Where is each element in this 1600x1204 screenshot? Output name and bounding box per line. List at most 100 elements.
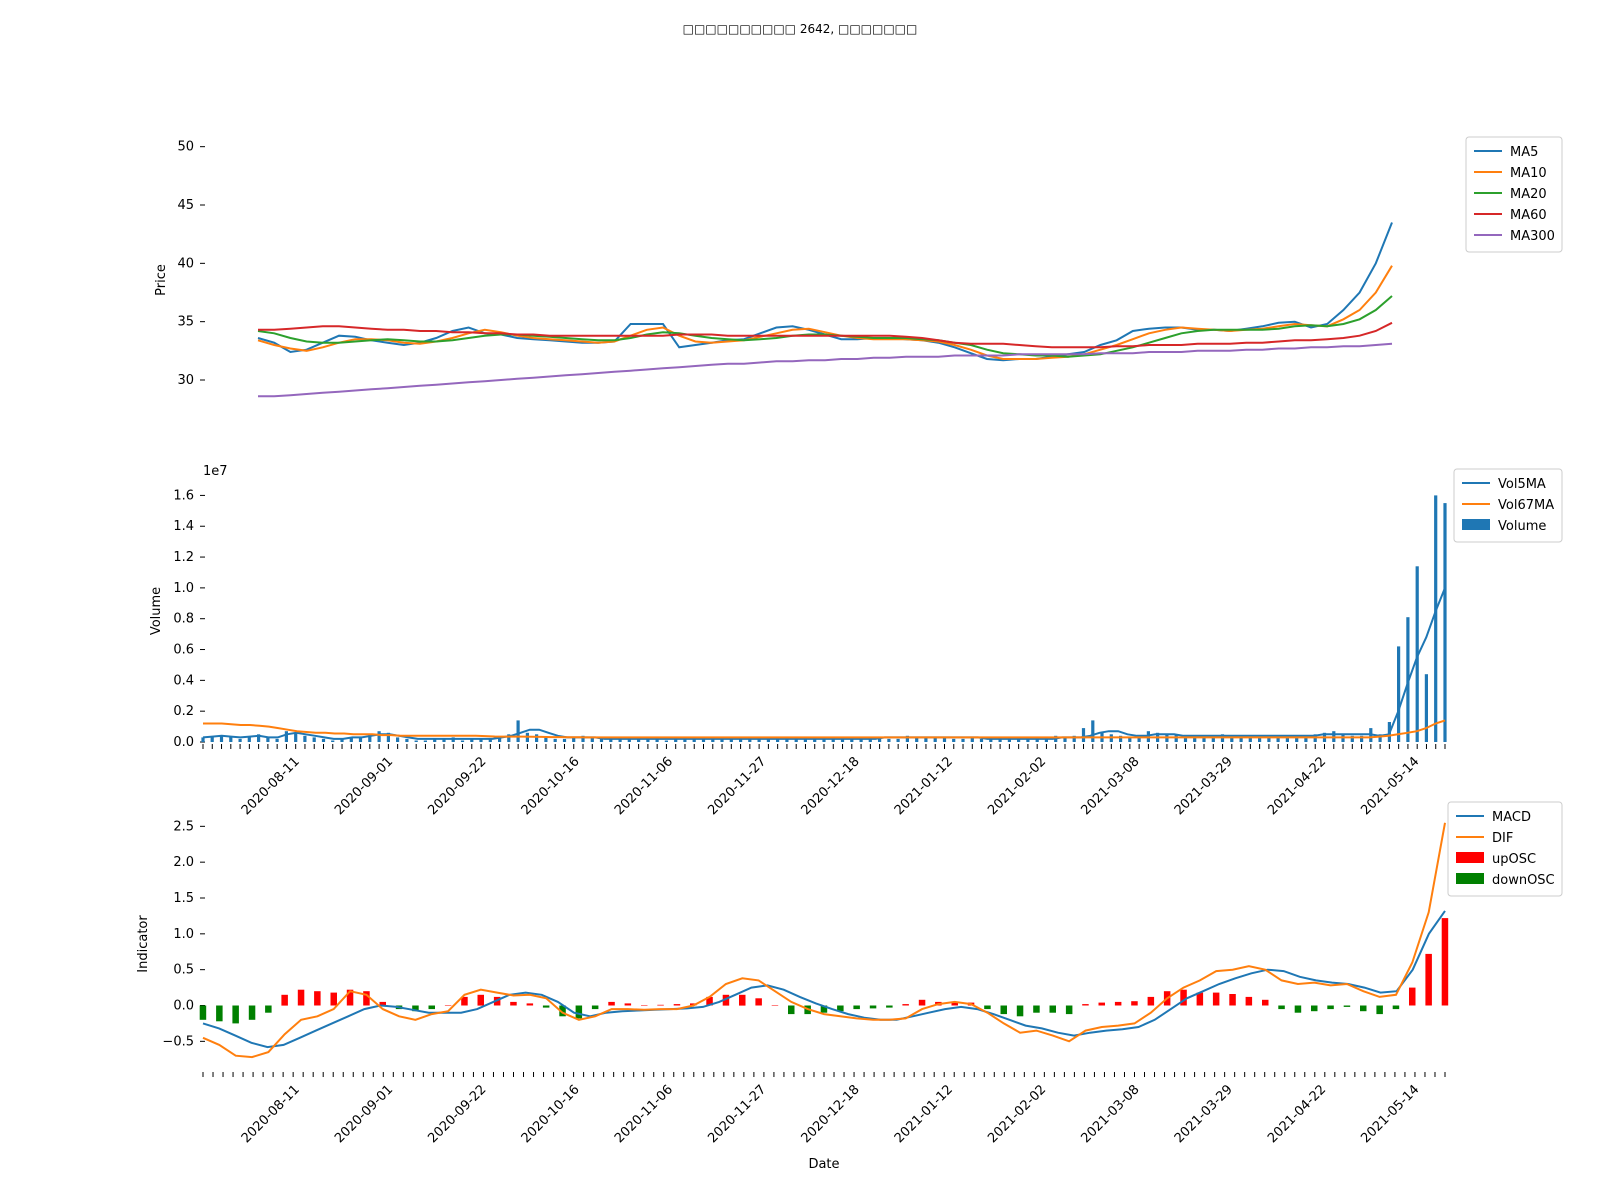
legend-label: MA60 (1510, 208, 1547, 223)
volume-bar (201, 737, 205, 742)
x-tick-label-indicator: 2020-12-18 (799, 1082, 863, 1146)
osc-bar-up (722, 994, 730, 1006)
volume-bar (1091, 720, 1095, 742)
osc-bar-up (281, 994, 288, 1006)
volume-bar (210, 737, 214, 742)
osc-bar-up (673, 1004, 681, 1006)
legend-label: Volume (1498, 519, 1546, 534)
volume-bar (664, 740, 668, 742)
osc-bar-up (608, 1001, 615, 1006)
legend-label: upOSC (1492, 852, 1536, 867)
volume-bar (822, 738, 826, 742)
volume-bar (1397, 646, 1401, 742)
osc-bar-up (346, 989, 354, 1006)
volume-bar (1202, 737, 1206, 742)
x-tick-label-volume: 2020-10-16 (519, 754, 583, 818)
volume-bar (859, 738, 863, 742)
y-tick-label-indicator: 1.0 (173, 927, 194, 942)
osc-bar-down (216, 1005, 223, 1022)
y-axis-label-indicator: Indicator (136, 915, 151, 973)
volume-bar (998, 738, 1002, 742)
osc-bar-down (788, 1005, 795, 1015)
volume-bar (1360, 735, 1364, 742)
volume-bar (562, 738, 567, 742)
y-tick-label-volume: 0.4 (173, 673, 194, 688)
osc-bar-up (624, 1003, 632, 1006)
x-tick-label-volume: 2021-01-12 (892, 754, 956, 818)
volume-bar (1211, 735, 1215, 742)
osc-bar-up (1262, 999, 1269, 1006)
y-tick-label-price: 50 (177, 140, 194, 155)
x-tick-label-volume: 2021-03-08 (1078, 754, 1142, 818)
volume-bar (219, 735, 224, 742)
volume-bar (238, 738, 242, 742)
volume-bar (1072, 735, 1076, 742)
osc-bar-down (542, 1005, 550, 1008)
volume-bar (674, 738, 678, 742)
y-tick-label-volume: 1.6 (173, 488, 194, 503)
osc-bar-up (314, 991, 321, 1006)
volume-bar (423, 740, 427, 742)
osc-bar-up (902, 1004, 909, 1006)
x-tick-label-volume: 2021-05-14 (1358, 754, 1422, 818)
osc-bar-up (1147, 996, 1155, 1006)
osc-bar-up (1245, 996, 1253, 1006)
volume-bar (572, 737, 576, 742)
volume-bar (321, 738, 326, 742)
osc-bar-up (1131, 1001, 1138, 1006)
volume-bar (590, 737, 594, 742)
x-tick-label-volume: 2021-03-29 (1172, 754, 1236, 818)
figure-title: □□□□□□□□□□ 2642, □□□□□□□ (683, 22, 918, 36)
volume-bar (1295, 735, 1299, 742)
volume-bar (1128, 737, 1132, 742)
volume-bar (1276, 737, 1280, 742)
volume-bar (952, 738, 956, 742)
y-tick-label-price: 40 (177, 256, 194, 271)
osc-bar-down (869, 1005, 877, 1009)
volume-bar (414, 740, 418, 742)
osc-bar-up (379, 1001, 386, 1006)
x-tick-label-volume: 2021-04-22 (1265, 754, 1329, 818)
volume-bar (507, 734, 511, 742)
osc-bar-up (771, 1005, 779, 1006)
x-tick-label-volume: 2020-09-22 (425, 754, 489, 818)
legend-label: MA20 (1510, 187, 1547, 202)
series-line-dif (202, 822, 1446, 1059)
osc-bar-down (412, 1005, 419, 1012)
series-line-ma5 (257, 222, 1393, 362)
volume-bar (1378, 734, 1382, 742)
volume-bar (275, 738, 279, 742)
legend-label: MACD (1492, 810, 1531, 825)
osc-bar-down (1343, 1005, 1351, 1007)
volume-bar (442, 738, 446, 742)
osc-bar-up (1409, 987, 1416, 1006)
osc-bar-down (984, 1005, 991, 1010)
volume-bar (470, 738, 474, 742)
volume-bar (581, 735, 585, 742)
volume-bar (535, 734, 539, 742)
x-tick-label-indicator: 2021-01-12 (892, 1082, 956, 1146)
legend-label: MA300 (1510, 229, 1555, 244)
x-tick-label-indicator: 2021-02-02 (985, 1082, 1049, 1146)
osc-bar-down (1294, 1005, 1302, 1013)
volume-bar (1017, 738, 1021, 742)
osc-bar-down (1376, 1005, 1383, 1015)
osc-bar-up (1082, 1004, 1089, 1006)
volume-bar (433, 738, 437, 742)
y-tick-label-indicator: 1.5 (173, 891, 194, 906)
volume-bar (498, 737, 502, 742)
legend-swatch (1462, 519, 1490, 530)
volume-bar (284, 731, 288, 742)
volume-bar (312, 737, 316, 742)
volume-bar (813, 738, 817, 742)
volume-bar (1193, 735, 1197, 742)
legend-label: Vol5MA (1498, 477, 1546, 492)
osc-bar-down (1392, 1005, 1400, 1010)
volume-bar (266, 737, 270, 742)
volume-bar (1258, 735, 1262, 742)
volume-bar (915, 737, 919, 742)
osc-bar-up (951, 1001, 958, 1006)
volume-bar (405, 738, 409, 742)
y-tick-label-price: 30 (177, 373, 194, 388)
volume-bar (553, 738, 557, 742)
